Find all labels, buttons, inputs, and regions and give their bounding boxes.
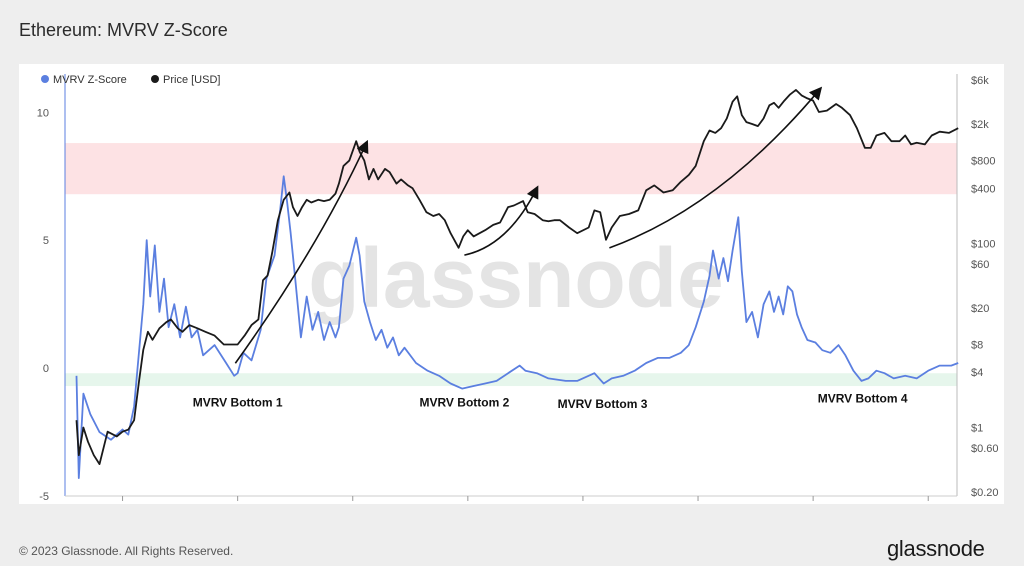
y-right-tick-label: $20 <box>971 303 989 315</box>
y-left-tick-label: 0 <box>43 363 49 375</box>
glassnode-logo[interactable]: glassnode <box>887 536 985 561</box>
y-right-tick-label: $4 <box>971 367 983 379</box>
legend-label: MVRV Z-Score <box>53 74 127 86</box>
y-right-tick-label: $400 <box>971 183 995 195</box>
legend-marker <box>151 75 159 83</box>
mvrv-bottom-label-4: MVRV Bottom 4 <box>818 392 908 406</box>
y-right-tick-label: $8 <box>971 339 983 351</box>
y-right-tick-label: $0.60 <box>971 443 999 455</box>
legend-label: Price [USD] <box>163 74 220 86</box>
legend-marker <box>41 75 49 83</box>
y-left-tick-label: 10 <box>37 107 49 119</box>
chart-panel: glassnode 10 5 0 -5 $6k $2k $800 $400 $100 $60 $20… <box>19 64 1004 517</box>
y-left-tick-label: -5 <box>39 491 49 503</box>
copyright-text: © 2023 Glassnode. All Rights Reserved. <box>19 544 234 558</box>
mvrv-bottom-label-1: MVRV Bottom 1 <box>193 395 283 409</box>
y-right-tick-label: $1 <box>971 423 983 435</box>
chart-canvas: glassnode 10 5 0 -5 $6k $2k $800 $400 $100 $60 $20… <box>37 74 999 517</box>
mvrv-bottom-label-2: MVRV Bottom 2 <box>419 395 509 409</box>
y-right-tick-label: $0.20 <box>971 487 999 499</box>
price-line <box>75 89 959 465</box>
y-right-tick-label: $800 <box>971 156 995 168</box>
y-right-tick-label: $60 <box>971 259 989 271</box>
mvrv-bottom-label-3: MVRV Bottom 3 <box>558 397 648 411</box>
chart-title: Ethereum: MVRV Z-Score <box>19 20 228 40</box>
y-right-tick-label: $100 <box>971 239 995 251</box>
y-left-tick-label: 5 <box>43 235 49 247</box>
watermark: glassnode <box>308 231 723 325</box>
undervalued-band <box>65 373 957 387</box>
trend-arrow-1 <box>234 139 369 364</box>
trend-arrow-3 <box>609 86 823 249</box>
y-right-tick-label: $2k <box>971 119 989 131</box>
overvalued-band <box>65 143 957 195</box>
trend-arrow-2 <box>464 185 539 256</box>
y-right-tick-label: $6k <box>971 75 989 87</box>
mvrv-zscore-line <box>75 175 959 479</box>
